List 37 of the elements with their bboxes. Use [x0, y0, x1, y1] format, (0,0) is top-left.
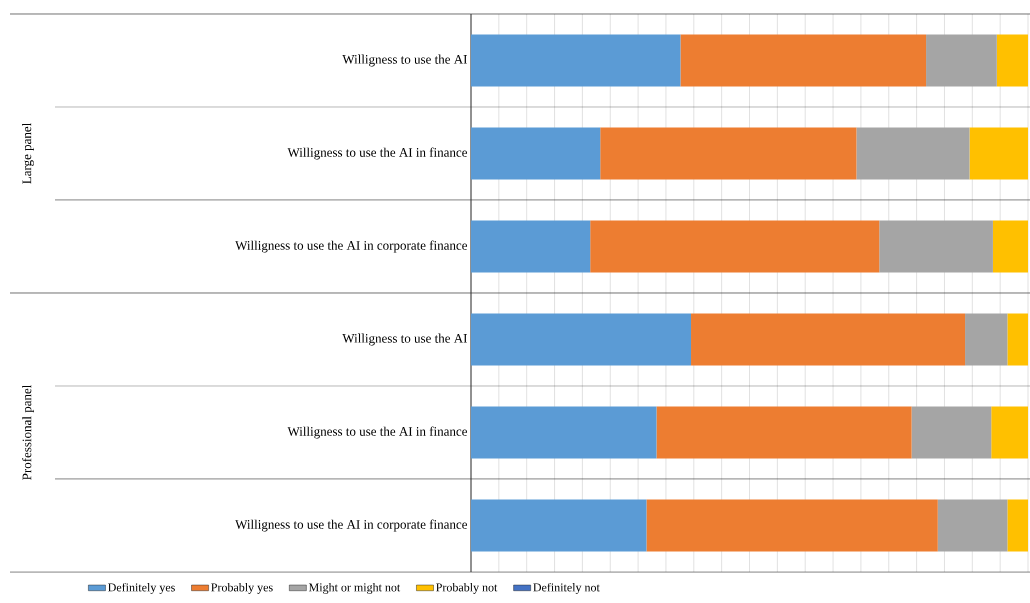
bar [471, 127, 601, 180]
bar [991, 406, 1029, 459]
bar [856, 127, 970, 180]
bar [926, 34, 997, 87]
bar [471, 406, 657, 459]
bar [471, 499, 647, 552]
legend-label: Definitely not [533, 582, 600, 594]
bar [680, 34, 927, 87]
y-tick-label: Willigness to use the AI in corporate finance [235, 519, 468, 532]
bar [471, 220, 591, 273]
y-tick-label: Willigness to use the AI in finance [287, 426, 468, 439]
bar [590, 220, 880, 273]
bar [656, 406, 912, 459]
bar [1007, 499, 1029, 552]
bar [911, 406, 992, 459]
y-tick-label: Willigness to use the AI [342, 333, 468, 346]
bar [937, 499, 1008, 552]
legend-label: Probably not [436, 582, 498, 594]
legend-label: Might or might not [308, 582, 401, 594]
bar [996, 34, 1029, 87]
bar [646, 499, 938, 552]
y-tick-label: Willigness to use the AI in finance [287, 147, 468, 160]
bar [471, 34, 681, 87]
y-tick-label: Willigness to use the AI in corporate finance [235, 240, 468, 253]
text: Professional panel [22, 384, 34, 480]
bar [600, 127, 857, 180]
text: Large panel [22, 123, 34, 184]
bar [969, 127, 1029, 180]
bar [965, 313, 1008, 366]
bar [1007, 313, 1029, 366]
bar [992, 220, 1029, 273]
legend-label: Definitely yes [108, 582, 175, 594]
legend-label: Probably yes [211, 582, 273, 594]
bar [471, 313, 692, 366]
bar [691, 313, 966, 366]
y-tick-label: Willigness to use the AI [342, 54, 468, 67]
bar [879, 220, 993, 273]
